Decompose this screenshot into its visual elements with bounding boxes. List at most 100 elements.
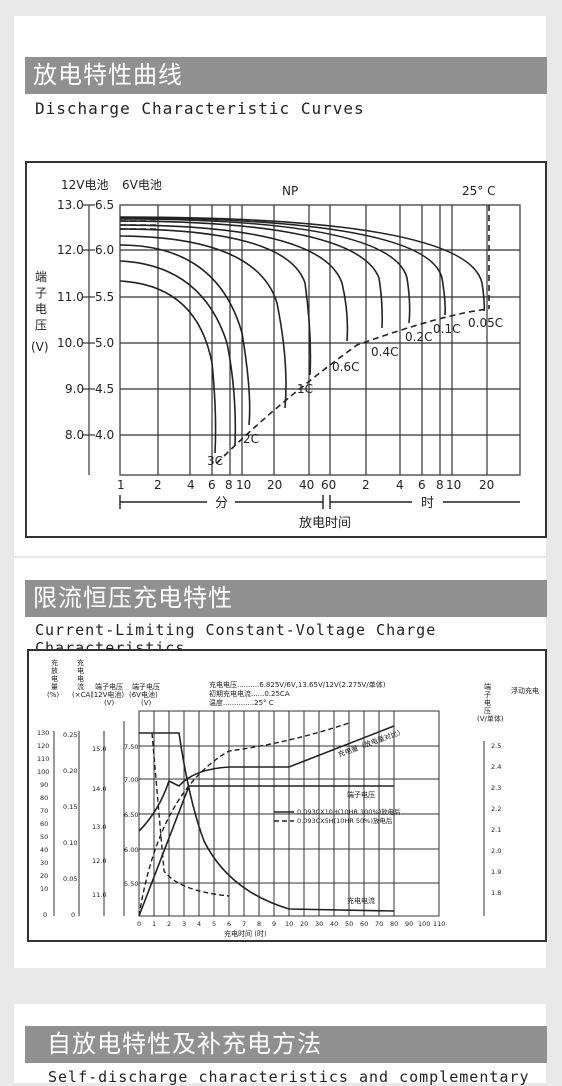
- float-label: 浮动充电: [511, 686, 539, 695]
- svg-text:8: 8: [436, 478, 444, 492]
- y2-ticks: 0.25 0.20 0.15 0.10 0.05 0: [63, 731, 77, 919]
- svg-text:0.05C: 0.05C: [468, 316, 503, 330]
- svg-text:110: 110: [433, 920, 445, 928]
- svg-text:电: 电: [77, 666, 84, 675]
- svg-text:4: 4: [187, 478, 195, 492]
- y-ticks-6v: 6.5 6.0 5.5 5.0 4.5 4.0: [95, 198, 114, 442]
- battery-6v-label: 6V电池: [122, 178, 162, 192]
- svg-text:0.25: 0.25: [63, 731, 77, 739]
- discharge-chart: 12V电池 6V电池 NP 25° C 端 子 电 压 (V) 13.0 12.…: [25, 161, 547, 538]
- svg-text:14.0: 14.0: [92, 785, 106, 793]
- svg-text:50: 50: [345, 920, 353, 928]
- svg-text:(12V电池): (12V电池): [91, 690, 124, 699]
- self-discharge-section-title: 自放电特性及补充电方法: [25, 1026, 547, 1063]
- svg-text:90: 90: [40, 781, 48, 789]
- discharge-section-subtitle: Discharge Characteristic Curves: [35, 99, 365, 118]
- svg-text:40: 40: [299, 478, 314, 492]
- minutes-label: 分: [215, 496, 228, 511]
- svg-text:4.5: 4.5: [95, 382, 114, 396]
- svg-text:100: 100: [418, 920, 430, 928]
- svg-text:电: 电: [51, 674, 58, 683]
- curve-charged-label: 充电量（放电量对比）: [337, 726, 406, 758]
- svg-text:1.8: 1.8: [491, 889, 501, 897]
- curve-labels: 3C 2C 1C 0.6C 0.4C 0.2C 0.1C 0.05C: [207, 316, 503, 468]
- temperature-label: 25° C: [462, 184, 495, 198]
- svg-text:0.2C: 0.2C: [405, 330, 432, 344]
- svg-text:5.50: 5.50: [124, 880, 138, 888]
- svg-text:0.05: 0.05: [63, 875, 77, 883]
- svg-text:0.20: 0.20: [63, 767, 77, 775]
- svg-text:2.0: 2.0: [491, 847, 501, 855]
- battery-12v-label: 12V电池: [61, 178, 108, 192]
- svg-text:5.0: 5.0: [95, 336, 114, 350]
- svg-text:120: 120: [37, 742, 49, 750]
- svg-text:子: 子: [484, 691, 491, 699]
- charge-chart-svg: 充 放 电 量 (%) 充 电 电 流 (×CA) 端子电压 (12V电池) (…: [37, 658, 539, 938]
- x-ticks-min: 1 2 4 6 8 10 20 40 60: [117, 478, 336, 492]
- svg-text:电: 电: [35, 302, 47, 316]
- svg-text:2.5: 2.5: [491, 742, 501, 750]
- svg-text:20: 20: [40, 872, 48, 880]
- info-line-2: 初期充电电流......0.25CA: [209, 689, 290, 698]
- y3-ticks: 15.0 14.0 13.0 12.0 11.0: [92, 745, 106, 899]
- svg-text:(%): (%): [47, 691, 59, 699]
- svg-text:100: 100: [37, 768, 49, 776]
- svg-text:0.6C: 0.6C: [332, 360, 359, 374]
- svg-text:0.4C: 0.4C: [371, 345, 398, 359]
- svg-text:6: 6: [208, 478, 216, 492]
- svg-text:1C: 1C: [297, 382, 313, 396]
- legend-dashed: 0.093CX5H(10HR 50%)放电后: [297, 816, 393, 825]
- x-ticks-hr: 2 4 6 8 10 20: [362, 478, 494, 492]
- svg-text:压: 压: [35, 318, 47, 332]
- svg-text:13.0: 13.0: [57, 198, 84, 212]
- svg-text:6: 6: [227, 920, 231, 928]
- x-ticks: 0 1 2 3 4 5 6 7 8 9 10 20 30 40 50 60 70…: [137, 920, 445, 928]
- model-label: NP: [282, 184, 298, 198]
- svg-text:40: 40: [330, 920, 338, 928]
- svg-text:电: 电: [484, 698, 491, 707]
- svg-text:6.5: 6.5: [95, 198, 114, 212]
- svg-text:1.9: 1.9: [491, 868, 501, 876]
- svg-text:0.10: 0.10: [63, 839, 77, 847]
- svg-text:11.0: 11.0: [92, 891, 106, 899]
- svg-text:10: 10: [40, 885, 48, 893]
- svg-text:12.0: 12.0: [57, 243, 84, 257]
- svg-text:(V): (V): [104, 699, 115, 707]
- self-discharge-section-subtitle: Self-discharge characteristics and compl…: [48, 1068, 530, 1086]
- svg-text:10.0: 10.0: [57, 336, 84, 350]
- right-label: 端: [484, 682, 491, 691]
- svg-text:20: 20: [300, 920, 308, 928]
- svg-text:50: 50: [40, 833, 48, 841]
- y1-label: 充: [51, 658, 58, 667]
- svg-text:(6V电池): (6V电池): [129, 690, 158, 699]
- svg-text:6.50: 6.50: [124, 811, 138, 819]
- svg-text:8: 8: [225, 478, 233, 492]
- svg-text:(V): (V): [31, 340, 49, 354]
- svg-text:0: 0: [71, 911, 75, 919]
- hours-label: 时: [421, 496, 434, 511]
- svg-text:2: 2: [167, 920, 171, 928]
- discharge-section-title: 放电特性曲线: [25, 57, 547, 94]
- svg-text:2: 2: [154, 478, 162, 492]
- svg-text:110: 110: [37, 755, 49, 763]
- svg-text:90: 90: [405, 920, 413, 928]
- svg-text:20: 20: [479, 478, 494, 492]
- svg-text:(×CA): (×CA): [72, 691, 93, 699]
- curve-voltage-label: 端子电压: [347, 790, 375, 799]
- svg-text:0: 0: [43, 911, 47, 919]
- svg-text:4.0: 4.0: [95, 428, 114, 442]
- svg-text:12.0: 12.0: [92, 857, 106, 865]
- svg-text:5.5: 5.5: [95, 290, 114, 304]
- svg-text:9: 9: [272, 920, 276, 928]
- svg-text:80: 80: [390, 920, 398, 928]
- svg-text:60: 60: [40, 820, 48, 828]
- svg-text:10: 10: [236, 478, 251, 492]
- svg-text:30: 30: [315, 920, 323, 928]
- svg-text:放: 放: [51, 666, 58, 675]
- svg-text:4: 4: [396, 478, 404, 492]
- svg-text:8: 8: [257, 920, 261, 928]
- svg-text:70: 70: [375, 920, 383, 928]
- svg-text:2.1: 2.1: [491, 826, 501, 834]
- svg-text:7.00: 7.00: [124, 776, 138, 784]
- svg-text:30: 30: [40, 859, 48, 867]
